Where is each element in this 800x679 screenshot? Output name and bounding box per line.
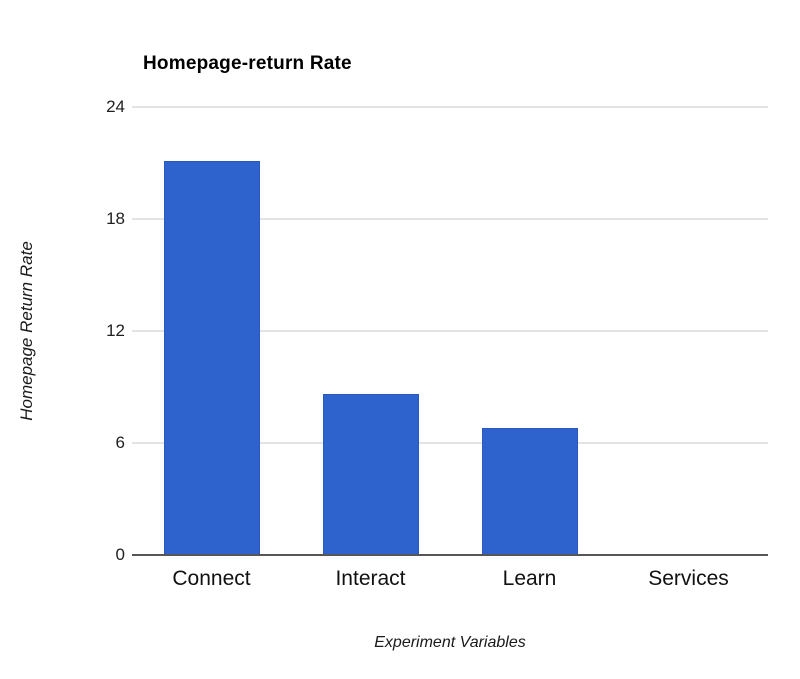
y-axis-title: Homepage Return Rate [17,241,36,421]
gridline [132,442,768,444]
chart-title: Homepage-return Rate [143,53,352,74]
bar-connect [163,161,260,555]
gridline [132,106,768,108]
x-tick-label: Interact [335,567,406,590]
y-tick-label: 24 [106,97,125,116]
gridline [132,330,768,332]
x-tick-label: Connect [172,567,251,590]
y-tick-label: 18 [106,209,125,228]
plot-area: 0 6 12 18 24 Connect Interact Learn Services [106,98,768,590]
x-axis-title: Experiment Variables [374,634,526,651]
x-axis-line [132,554,768,556]
x-tick-label: Learn [502,567,557,590]
bar-learn [481,428,578,555]
bar-interact [322,394,419,555]
gridline [132,218,768,220]
y-tick-label: 12 [106,321,125,340]
y-tick-label: 0 [115,545,125,564]
x-tick-label: Services [648,567,729,590]
y-tick-label: 6 [115,433,125,452]
